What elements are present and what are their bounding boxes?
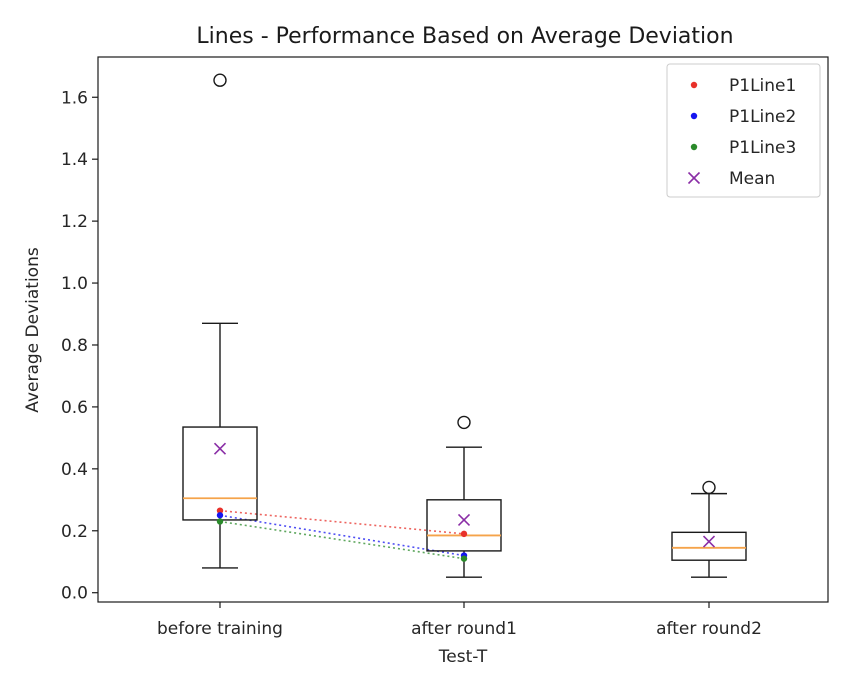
box-outlier-point [457,415,471,430]
mean-marker-stroke [213,442,227,455]
legend-marker [690,112,698,120]
mean-marker-stroke [702,535,716,548]
box-outlier-point [702,480,716,495]
x-tick-label: after round1 [411,619,517,639]
series-connector-line [219,520,465,560]
legend-label: P1Line3 [729,138,796,158]
y-tick-label: 1.6 [61,88,88,108]
box-plot-boxes [182,73,747,578]
y-tick-label: 0.6 [61,398,88,418]
legend-mean-marker [687,171,701,185]
y-tick-label: 0.2 [61,522,88,542]
mean-marker [213,442,227,455]
y-axis: 0.0 0.2 0.4 0.6 0.8 1.0 1.2 1.4 1.6 [61,88,98,604]
y-tick-label: 1.4 [61,150,88,170]
participant-points [216,507,468,562]
x-tick-label: before training [157,619,283,639]
box-iqr [671,531,747,561]
x-tick-label: after round2 [656,619,762,639]
legend-label: P1Line2 [729,107,796,127]
chart-title: Lines - Performance Based on Average Dev… [196,24,733,49]
series-point [460,555,468,562]
legend: P1Line1 P1Line2 P1Line3 Mean [666,63,821,198]
mean-markers [213,442,716,548]
y-tick-label: 1.2 [61,212,88,232]
legend-label: Mean [729,169,775,189]
x-axis-title: Test-T [438,647,488,667]
legend-frame [666,63,821,198]
series-point [216,507,224,514]
box-outlier-point [213,73,227,87]
mean-marker [702,535,716,548]
series-point [216,512,224,519]
y-tick-label: 0.4 [61,460,88,480]
legend-marker [690,143,698,151]
legend-label: P1Line1 [729,76,796,96]
x-axis: before training after round1 after round2 [157,602,762,639]
plot-area-frame [97,56,829,603]
y-tick-label: 1.0 [61,274,88,294]
series-connector-line [219,514,465,557]
box-iqr [426,499,502,552]
mean-marker-stroke [457,513,471,527]
y-tick-label: 0.0 [61,584,88,604]
box-iqr [182,426,258,521]
series-connector-line [219,509,465,535]
mean-marker [457,513,471,527]
series-point [460,530,468,538]
y-tick-label: 0.8 [61,336,88,356]
participant-connector-lines [219,509,465,560]
legend-marker [690,81,698,89]
y-axis-title: Average Deviations [23,247,43,413]
series-point [216,518,224,525]
